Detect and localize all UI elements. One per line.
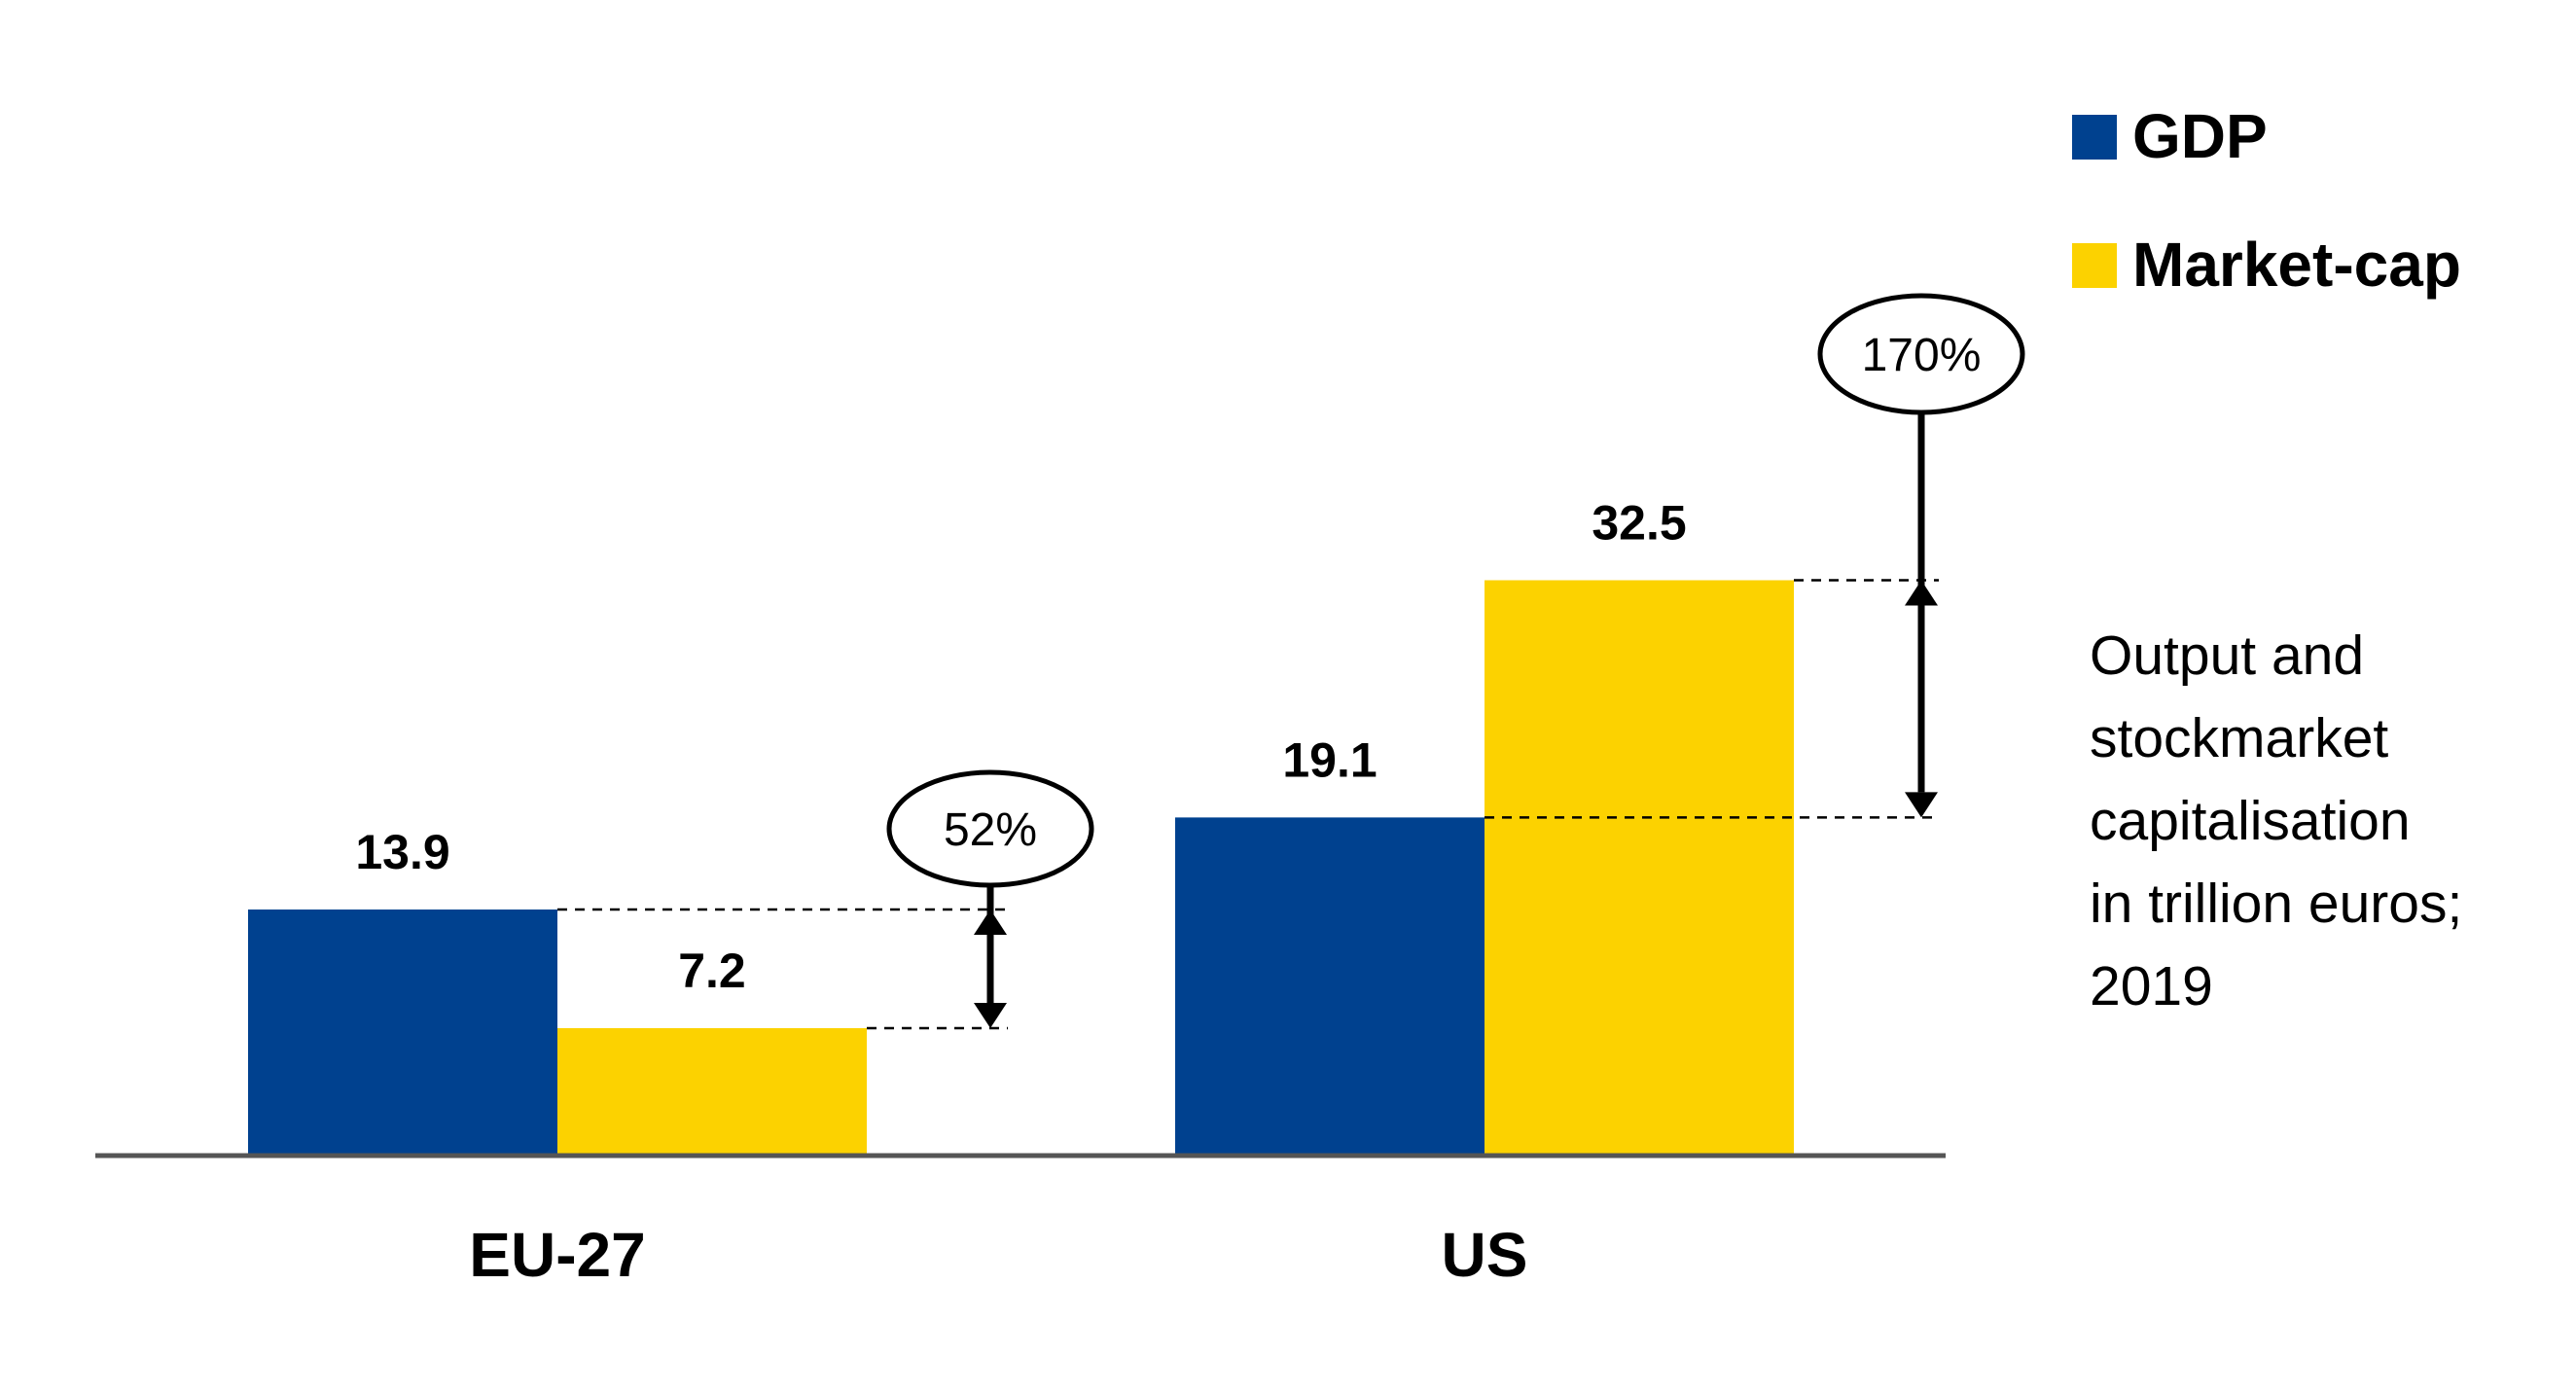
value-label: 13.9 (355, 825, 449, 879)
arrow-head-up (1905, 580, 1938, 606)
value-label: 32.5 (1592, 496, 1686, 551)
description-line: 2019 (2090, 955, 2213, 1017)
bars-group (248, 580, 1794, 1156)
category-label: US (1442, 1220, 1528, 1290)
arrow-head-down (1905, 792, 1938, 818)
arrow-head-down (974, 1002, 1007, 1028)
arrow-head-up (974, 910, 1007, 936)
category-label: EU-27 (469, 1220, 645, 1290)
annotation-ellipse (886, 769, 1094, 888)
description-line: Output and (2090, 624, 2365, 687)
bar-gdp-eu-27 (248, 910, 557, 1156)
legend-swatch (2072, 243, 2117, 288)
value-label: 19.1 (1282, 732, 1377, 787)
bar-gdp-us (1175, 817, 1485, 1156)
annotation-label: 170% (1862, 330, 1982, 381)
value-label: 7.2 (678, 944, 746, 998)
chart-description: Output and stockmarket capitalisation in… (2090, 615, 2557, 1028)
legend: GDP Market-cap (2072, 101, 2461, 300)
legend-label: GDP (2132, 101, 2268, 171)
description-line: stockmarket (2090, 707, 2389, 769)
annotations-group: 52% 170% (557, 293, 2025, 1030)
annotation-label: 52% (944, 804, 1037, 856)
bar-market-cap-eu-27 (557, 1027, 867, 1156)
legend-swatch (2072, 115, 2117, 160)
annotation-ellipse (1817, 293, 2025, 415)
description-line: in trillion euros; (2090, 873, 2463, 935)
bar-market-cap-us (1485, 580, 1794, 1156)
legend-label: Market-cap (2132, 230, 2461, 300)
category-labels-group: EU-27 US (469, 1220, 1527, 1290)
value-labels-group: 13.9 7.2 19.1 32.5 (355, 496, 1686, 998)
description-line: capitalisation (2090, 790, 2411, 852)
